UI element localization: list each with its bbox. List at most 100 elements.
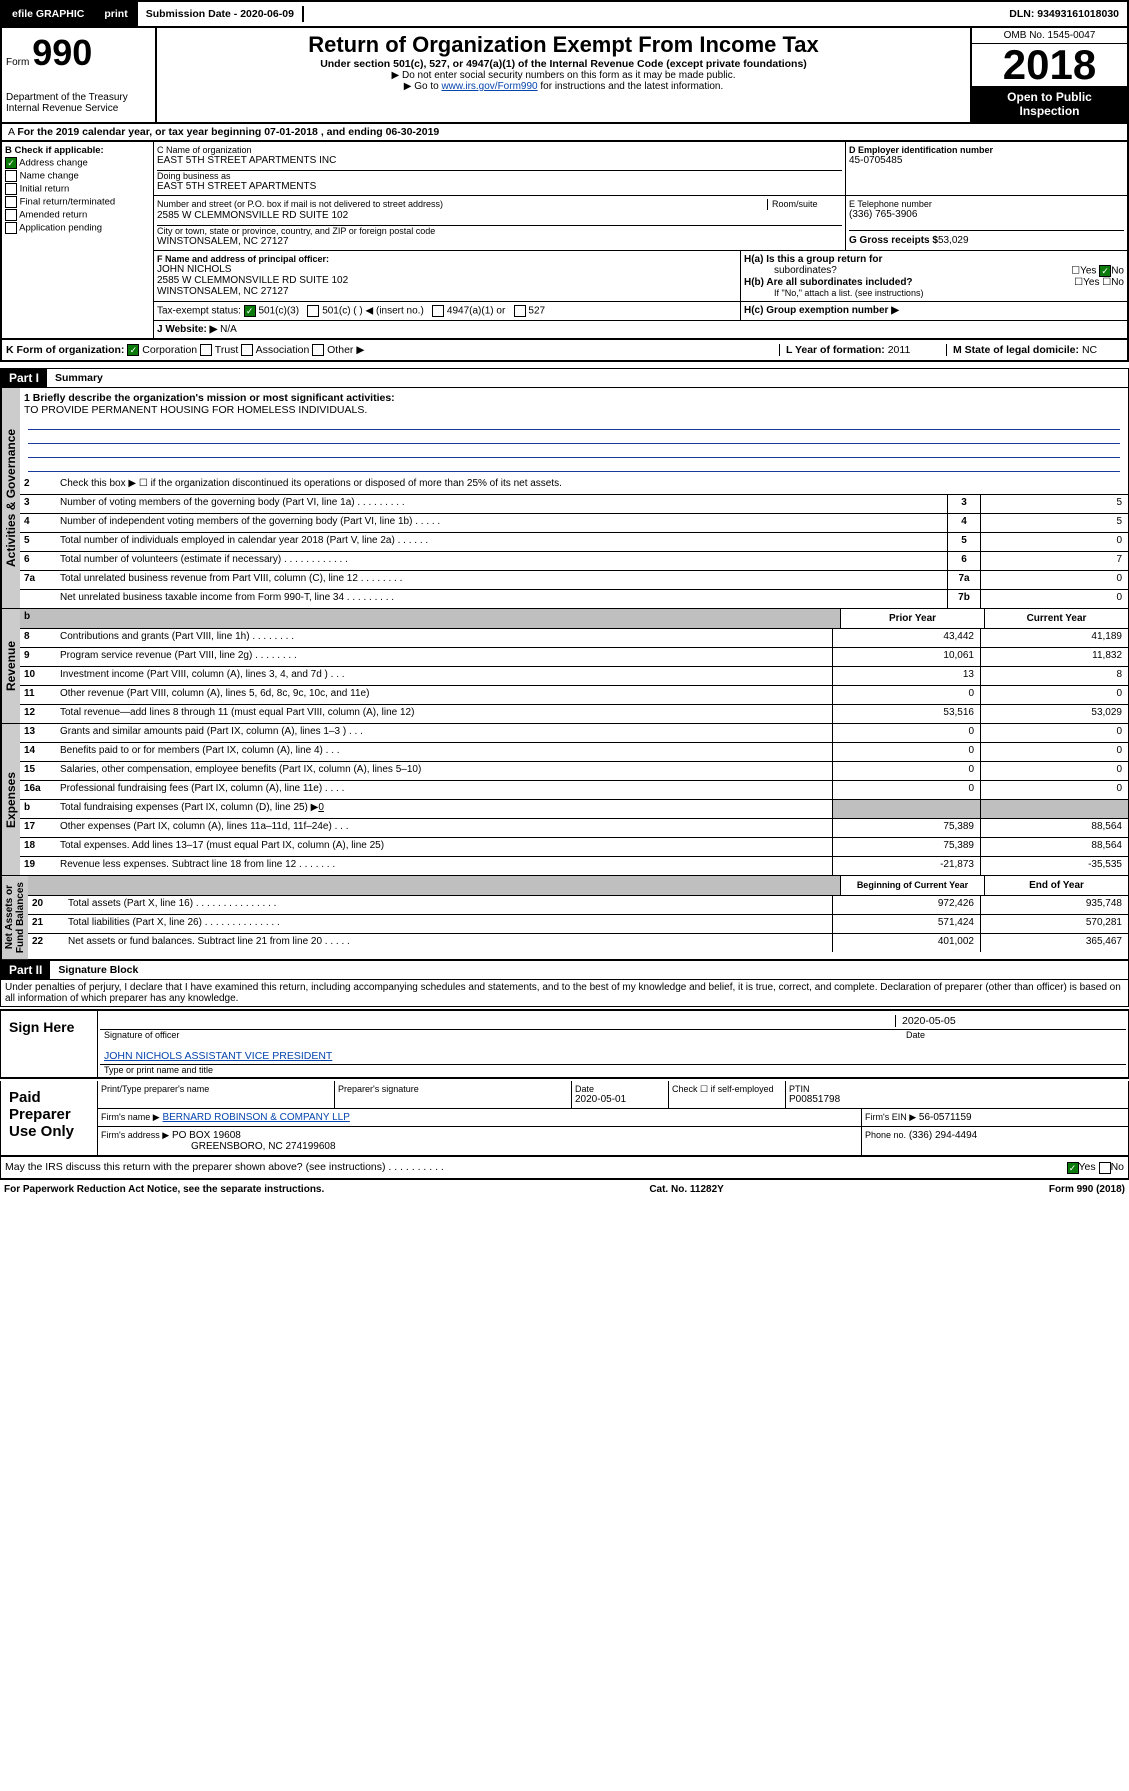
cat-no: Cat. No. 11282Y bbox=[649, 1184, 723, 1195]
val-16ap: 0 bbox=[832, 781, 980, 799]
line-6: Total number of volunteers (estimate if … bbox=[56, 552, 947, 570]
val-4: 5 bbox=[980, 514, 1128, 532]
hb-yesno[interactable]: ☐Yes ☐No bbox=[1074, 277, 1124, 288]
line-7b: Net unrelated business taxable income fr… bbox=[56, 590, 947, 608]
org-name: EAST 5TH STREET APARTMENTS INC bbox=[157, 155, 842, 166]
chk-amended[interactable]: Amended return bbox=[5, 209, 150, 221]
col-prior: Prior Year bbox=[840, 609, 984, 628]
val-13c: 0 bbox=[980, 724, 1128, 742]
subtitle-3: ▶ Go to www.irs.gov/Form990 for instruct… bbox=[161, 81, 966, 92]
line-15: Salaries, other compensation, employee b… bbox=[56, 762, 832, 780]
sign-here-block: Sign Here 2020-05-05 Signature of office… bbox=[0, 1009, 1129, 1079]
tax-year-line: A For the 2019 calendar year, or tax yea… bbox=[0, 124, 1129, 142]
klm-row: K Form of organization: ✓ Corporation Tr… bbox=[0, 340, 1129, 362]
discuss-yesno[interactable]: ✓Yes No bbox=[1067, 1161, 1125, 1173]
chk-501c3[interactable]: ✓ bbox=[244, 305, 256, 317]
firm-name[interactable]: BERNARD ROBINSON & COMPANY LLP bbox=[162, 1112, 349, 1123]
val-20b: 972,426 bbox=[832, 896, 980, 914]
val-7b: 0 bbox=[980, 590, 1128, 608]
header-grid: B Check if applicable: ✓ Address change … bbox=[0, 142, 1129, 340]
submission-date: Submission Date - 2020-06-09 bbox=[138, 6, 304, 22]
val-11c: 0 bbox=[980, 686, 1128, 704]
vert-expenses: Expenses bbox=[1, 724, 20, 875]
val-12c: 53,029 bbox=[980, 705, 1128, 723]
officer-signed: JOHN NICHOLS ASSISTANT VICE PRESIDENT bbox=[104, 1050, 332, 1062]
prep-date: 2020-05-01 bbox=[575, 1094, 665, 1105]
section-revenue: Revenue bPrior YearCurrent Year 8Contrib… bbox=[0, 609, 1129, 724]
line-21: Total liabilities (Part X, line 26) . . … bbox=[64, 915, 832, 933]
line-19: Revenue less expenses. Subtract line 18 … bbox=[56, 857, 832, 875]
col-current: Current Year bbox=[984, 609, 1128, 628]
telephone: (336) 765-3906 bbox=[849, 209, 1124, 220]
mission-text: TO PROVIDE PERMANENT HOUSING FOR HOMELES… bbox=[24, 404, 1124, 416]
irs-link[interactable]: www.irs.gov/Form990 bbox=[441, 81, 537, 92]
line-16b: Total fundraising expenses (Part IX, col… bbox=[56, 800, 832, 818]
line-4: Number of independent voting members of … bbox=[56, 514, 947, 532]
val-14p: 0 bbox=[832, 743, 980, 761]
line-8: Contributions and grants (Part VIII, lin… bbox=[56, 629, 832, 647]
discuss-row: May the IRS discuss this return with the… bbox=[0, 1157, 1129, 1178]
val-16ac: 0 bbox=[980, 781, 1128, 799]
form-number-box: Form 990 Department of the Treasury Inte… bbox=[2, 28, 157, 122]
chk-501c[interactable] bbox=[307, 305, 319, 317]
chk-527[interactable] bbox=[514, 305, 526, 317]
sign-here-label: Sign Here bbox=[1, 1011, 98, 1077]
val-21e: 570,281 bbox=[980, 915, 1128, 933]
website: J Website: ▶ N/A bbox=[154, 321, 1127, 338]
chk-name[interactable]: Name change bbox=[5, 170, 150, 182]
form-label: Form bbox=[6, 57, 29, 68]
val-17p: 75,389 bbox=[832, 819, 980, 837]
part-ii-header: Part II Signature Block bbox=[0, 960, 1129, 980]
print-btn[interactable]: print bbox=[94, 0, 137, 28]
chk-initial[interactable]: Initial return bbox=[5, 183, 150, 195]
val-8c: 41,189 bbox=[980, 629, 1128, 647]
val-17c: 88,564 bbox=[980, 819, 1128, 837]
chk-trust[interactable] bbox=[200, 344, 212, 356]
line-13: Grants and similar amounts paid (Part IX… bbox=[56, 724, 832, 742]
val-3: 5 bbox=[980, 495, 1128, 513]
paid-preparer-block: Paid Preparer Use Only Print/Type prepar… bbox=[0, 1081, 1129, 1157]
chk-final[interactable]: Final return/terminated bbox=[5, 196, 150, 208]
line-22: Net assets or fund balances. Subtract li… bbox=[64, 934, 832, 952]
chk-corp[interactable]: ✓ bbox=[127, 344, 139, 356]
firm-ein: 56-0571159 bbox=[919, 1112, 972, 1123]
self-employed-check[interactable]: Check ☐ if self-employed bbox=[672, 1084, 782, 1095]
val-19p: -21,873 bbox=[832, 857, 980, 875]
chk-pending[interactable]: Application pending bbox=[5, 222, 150, 234]
firm-phone: (336) 294-4494 bbox=[909, 1130, 977, 1141]
chk-other[interactable] bbox=[312, 344, 324, 356]
subtitle-1: Under section 501(c), 527, or 4947(a)(1)… bbox=[161, 58, 966, 70]
form-990: 990 bbox=[32, 32, 92, 73]
officer-addr: 2585 W CLEMMONSVILLE RD SUITE 102 WINSTO… bbox=[157, 275, 737, 297]
chk-address[interactable]: ✓ Address change bbox=[5, 157, 150, 169]
val-12p: 53,516 bbox=[832, 705, 980, 723]
box-d: D Employer identification number 45-0705… bbox=[845, 142, 1127, 195]
chk-4947[interactable] bbox=[432, 305, 444, 317]
line-20: Total assets (Part X, line 16) . . . . .… bbox=[64, 896, 832, 914]
perjury-statement: Under penalties of perjury, I declare th… bbox=[0, 980, 1129, 1007]
val-18p: 75,389 bbox=[832, 838, 980, 856]
val-10p: 13 bbox=[832, 667, 980, 685]
ha-yesno[interactable]: ☐Yes ✓No bbox=[1071, 265, 1124, 277]
section-governance: Activities & Governance 1 Briefly descri… bbox=[0, 388, 1129, 609]
state-domicile: NC bbox=[1082, 344, 1097, 356]
val-5: 0 bbox=[980, 533, 1128, 551]
vert-governance: Activities & Governance bbox=[1, 388, 20, 608]
line-16a: Professional fundraising fees (Part IX, … bbox=[56, 781, 832, 799]
box-c: C Name of organization EAST 5TH STREET A… bbox=[154, 142, 845, 195]
val-21b: 571,424 bbox=[832, 915, 980, 933]
val-15c: 0 bbox=[980, 762, 1128, 780]
col-eoy: End of Year bbox=[984, 876, 1128, 895]
subtitle-2: ▶ Do not enter social security numbers o… bbox=[161, 70, 966, 81]
form-title: Return of Organization Exempt From Incom… bbox=[161, 32, 966, 58]
col-boy: Beginning of Current Year bbox=[840, 876, 984, 895]
vert-revenue: Revenue bbox=[1, 609, 20, 723]
val-6: 7 bbox=[980, 552, 1128, 570]
form-title-box: Return of Organization Exempt From Incom… bbox=[157, 28, 970, 122]
efile-btn[interactable]: efile GRAPHIC bbox=[2, 0, 94, 28]
box-k: K Form of organization: ✓ Corporation Tr… bbox=[6, 344, 779, 356]
line-2: Check this box ▶ ☐ if the organization d… bbox=[56, 476, 1128, 494]
chk-assoc[interactable] bbox=[241, 344, 253, 356]
mission-q: 1 Briefly describe the organization's mi… bbox=[24, 392, 1124, 404]
val-8p: 43,442 bbox=[832, 629, 980, 647]
